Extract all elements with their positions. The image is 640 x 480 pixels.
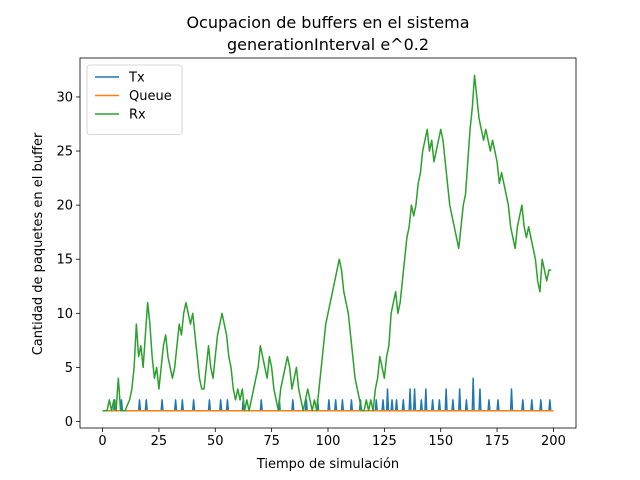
- series-line-rx: [102, 74, 552, 412]
- y-tick-label: 25: [56, 145, 73, 160]
- x-tick-label: 175: [485, 434, 510, 449]
- legend-label-tx: Tx: [128, 71, 145, 86]
- chart-title-line2: generationInterval e^0.2: [227, 35, 429, 54]
- series-line-tx: [102, 377, 554, 412]
- y-tick-label: 30: [56, 90, 73, 105]
- legend-label-rx: Rx: [129, 108, 146, 123]
- y-tick-label: 20: [56, 199, 73, 214]
- legend-box: [86, 64, 183, 135]
- x-tick-label: 150: [428, 434, 453, 449]
- x-tick-label: 200: [541, 434, 566, 449]
- chart-title-line1: Ocupacion de buffers en el sistema: [186, 13, 469, 32]
- x-tick-label: 75: [263, 434, 280, 449]
- x-tick-label: 50: [207, 434, 224, 449]
- x-tick-label: 0: [98, 434, 106, 449]
- x-axis-label: Tiempo de simulación: [256, 457, 399, 472]
- y-tick-label: 5: [65, 361, 73, 376]
- y-tick-label: 0: [65, 415, 73, 430]
- legend-label-queue: Queue: [129, 89, 172, 104]
- legend: Tx Queue Rx: [86, 64, 183, 135]
- y-tick-label: 10: [56, 307, 73, 322]
- x-tick-label: 125: [372, 434, 397, 449]
- y-tick-label: 15: [56, 253, 73, 268]
- x-tick-label: 25: [151, 434, 168, 449]
- plot-area: 0 25 50 75 100 125 150 175 200 0 5 10 15 20 25 30: [56, 57, 577, 449]
- x-tick-label: 100: [316, 434, 341, 449]
- y-axis-label: Cantidad de paquetes en el buffer: [31, 132, 46, 355]
